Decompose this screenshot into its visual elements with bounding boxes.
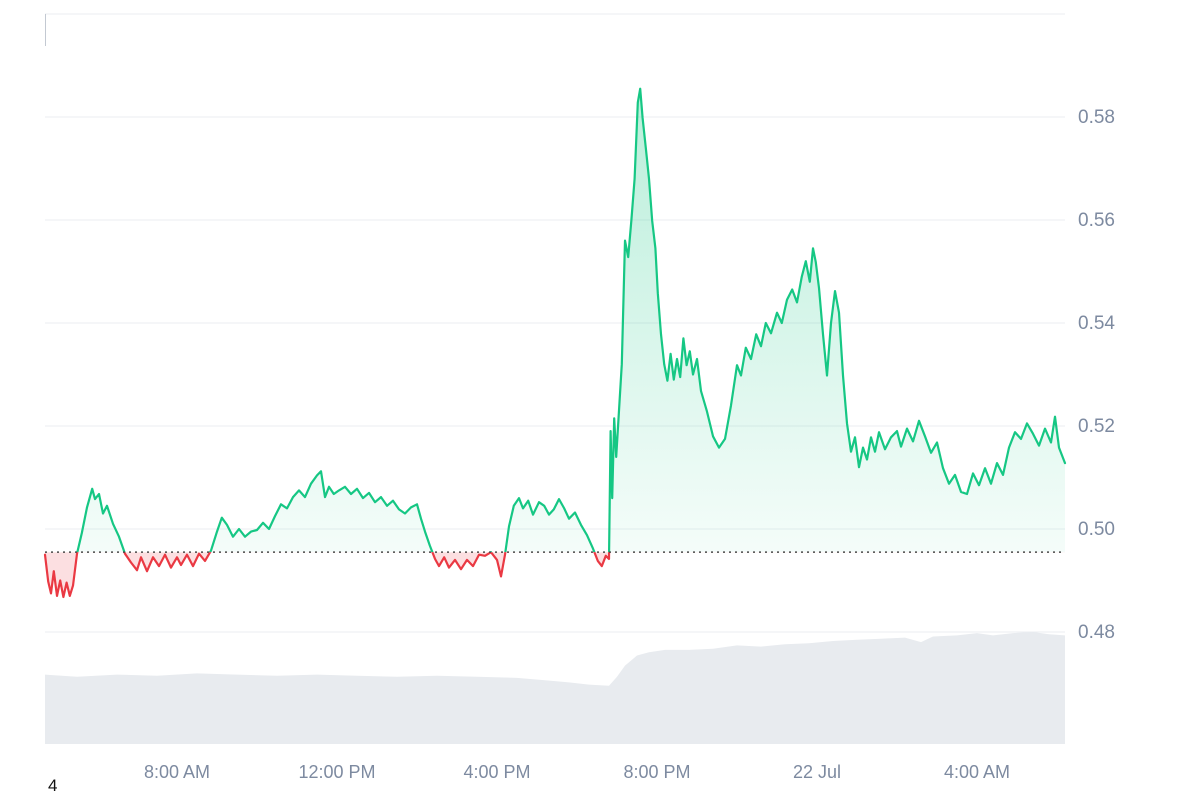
svg-text:4:00 PM: 4:00 PM [463, 762, 530, 782]
svg-text:0.56: 0.56 [1078, 210, 1115, 231]
svg-text:4:00 AM: 4:00 AM [944, 762, 1010, 782]
svg-text:0.48: 0.48 [1078, 622, 1115, 643]
svg-text:22 Jul: 22 Jul [793, 762, 841, 782]
stray-text: 4 [48, 776, 58, 795]
svg-text:0.58: 0.58 [1078, 107, 1115, 128]
svg-text:8:00 PM: 8:00 PM [623, 762, 690, 782]
svg-text:0.50: 0.50 [1078, 519, 1115, 540]
volume-area [45, 632, 1065, 744]
price-series [43, 87, 1067, 599]
svg-text:0.52: 0.52 [1078, 416, 1115, 437]
x-axis-labels: 8:00 AM 12:00 PM 4:00 PM 8:00 PM 22 Jul 4:00 … [144, 762, 1010, 782]
svg-text:8:00 AM: 8:00 AM [144, 762, 210, 782]
svg-text:12:00 PM: 12:00 PM [298, 762, 375, 782]
y-axis-labels: 0.58 0.56 0.54 0.52 0.50 0.48 [1078, 107, 1115, 643]
svg-text:0.54: 0.54 [1078, 313, 1115, 334]
